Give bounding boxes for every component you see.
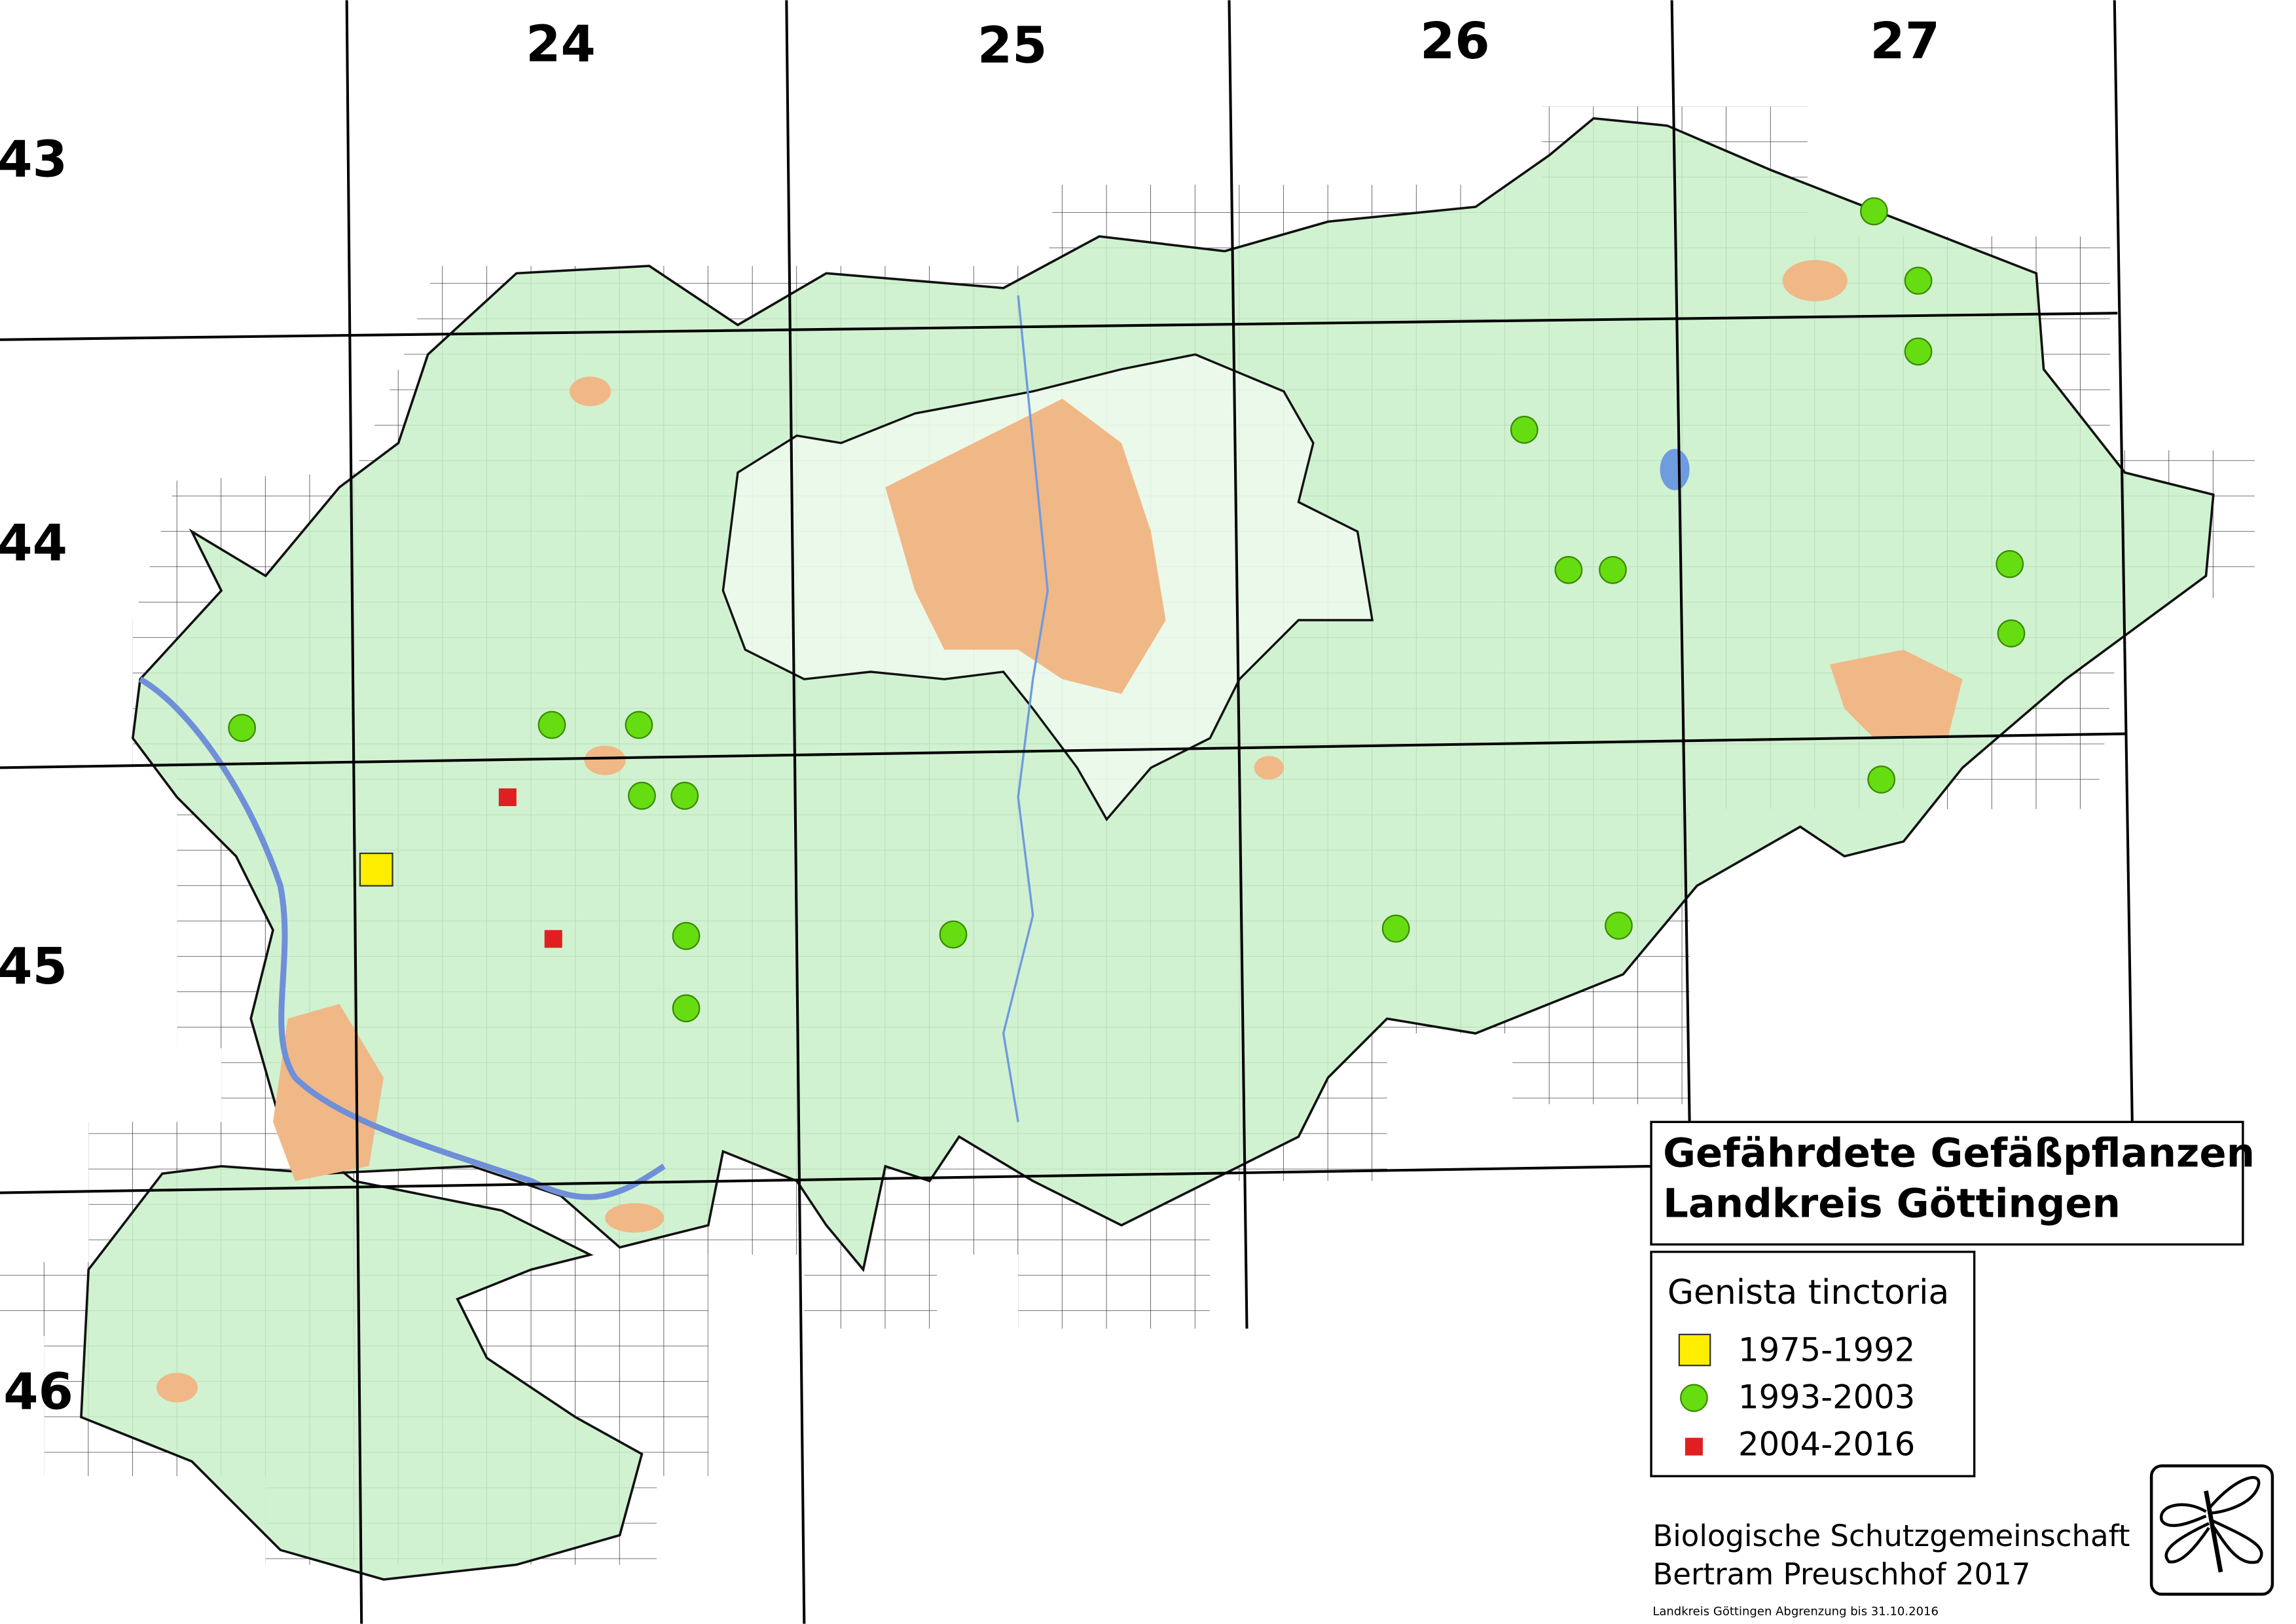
record-1993-2003 xyxy=(1904,337,1933,366)
column-label: 24 xyxy=(526,15,596,73)
record-1993-2003 xyxy=(1510,415,1539,444)
sheet-labels: 24 25 26 27 43 44 45 46 xyxy=(0,12,1940,1421)
sheet-grid xyxy=(0,0,2134,1624)
sheet-line xyxy=(1670,0,1691,1122)
record-2004-2016 xyxy=(544,930,562,948)
settlement xyxy=(605,1203,665,1233)
records xyxy=(228,197,2026,1023)
record-1993-2003 xyxy=(1997,619,2026,648)
record-1993-2003 xyxy=(628,781,656,810)
map-title: Landkreis Göttingen xyxy=(1663,1181,2121,1227)
map-title: Gefährdete Gefäßpflanzen xyxy=(1663,1131,2255,1177)
record-1993-2003 xyxy=(672,994,701,1023)
legend-label: 1975-1992 xyxy=(1738,1331,1915,1369)
river xyxy=(1002,295,1049,1122)
settlement xyxy=(1782,260,1848,302)
settlement xyxy=(156,1373,198,1403)
row-label: 43 xyxy=(0,130,67,189)
logo-body xyxy=(2204,1490,2223,1573)
record-1993-2003 xyxy=(1554,555,1583,584)
settlement xyxy=(1254,756,1284,780)
legend-symbol xyxy=(1685,1437,1703,1456)
sheet-line xyxy=(0,732,2125,769)
row-label: 46 xyxy=(3,1363,73,1421)
record-2004-2016 xyxy=(498,788,517,806)
legend-symbol xyxy=(1680,1384,1708,1412)
legend-title: Genista tinctoria xyxy=(1667,1273,1949,1312)
sheet-line xyxy=(2113,0,2134,1122)
record-1993-2003 xyxy=(1381,914,1410,943)
record-1993-2003 xyxy=(1599,555,1627,584)
credit-note: Landkreis Göttingen Abgrenzung bis 31.10… xyxy=(1652,1605,1939,1619)
record-1975-1992 xyxy=(359,852,393,887)
settlement xyxy=(885,398,1166,694)
settlement xyxy=(569,377,611,407)
settlement xyxy=(1829,650,1963,739)
legend-symbol xyxy=(1678,1333,1711,1367)
record-1993-2003 xyxy=(228,714,257,742)
record-1993-2003 xyxy=(538,710,566,739)
logo-wing xyxy=(2164,1522,2210,1564)
record-1993-2003 xyxy=(1995,549,2024,578)
sheet-line xyxy=(1228,0,1248,1329)
record-1993-2003 xyxy=(1904,267,1933,295)
record-1993-2003 xyxy=(1605,912,1633,940)
column-label: 25 xyxy=(977,17,1048,75)
record-1993-2003 xyxy=(625,710,653,739)
logo xyxy=(2159,1476,2263,1573)
column-label: 27 xyxy=(1870,12,1940,71)
column-label: 26 xyxy=(1420,12,1490,71)
settlement xyxy=(584,745,626,775)
logo-wing xyxy=(2159,1503,2207,1527)
logo-wing xyxy=(2208,1476,2261,1515)
sheet-line xyxy=(0,1164,1653,1194)
record-1993-2003 xyxy=(670,781,699,810)
river xyxy=(138,676,666,1200)
legend-label: 2004-2016 xyxy=(1738,1426,1915,1464)
record-1993-2003 xyxy=(939,920,968,949)
credit: Bertram Preuschhof 2017 xyxy=(1652,1557,2030,1591)
sheet-line xyxy=(785,0,806,1624)
sheet-line xyxy=(345,0,363,1624)
sheet-line xyxy=(0,312,2118,341)
row-label: 45 xyxy=(0,938,67,996)
logo-wing xyxy=(2210,1519,2263,1564)
record-1993-2003 xyxy=(1867,766,1896,794)
legend-label: 1993-2003 xyxy=(1738,1378,1915,1416)
lake xyxy=(1660,449,1690,490)
title-box xyxy=(1650,1120,2244,1246)
row-label: 44 xyxy=(0,514,67,572)
credit: Biologische Schutzgemeinschaft xyxy=(1652,1519,2130,1553)
record-1993-2003 xyxy=(1859,197,1888,226)
record-1993-2003 xyxy=(672,921,701,950)
